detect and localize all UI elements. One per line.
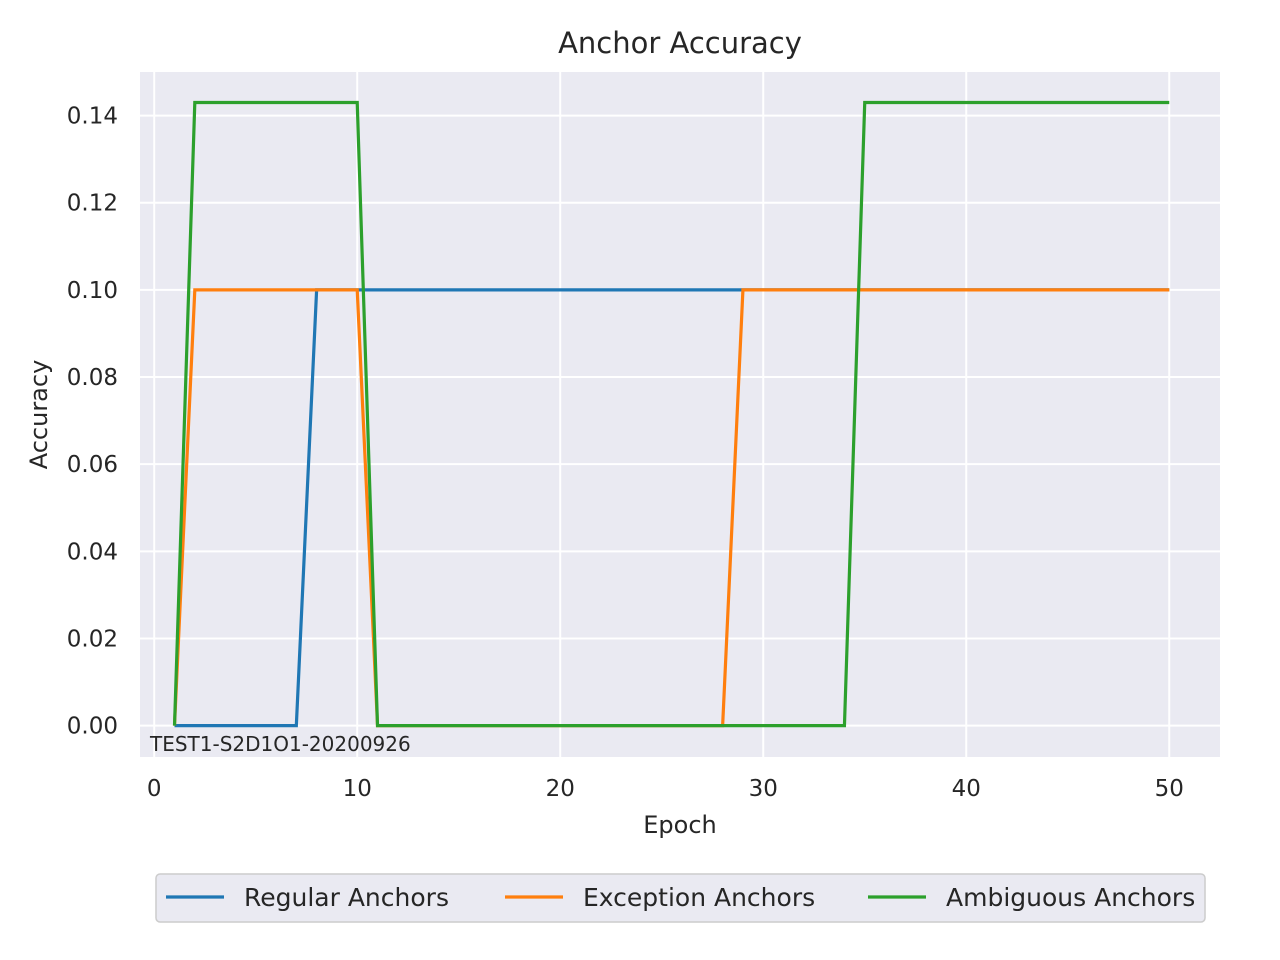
x-tick-label: 30 [749,776,778,802]
legend-label: Regular Anchors [244,883,449,912]
legend-label: Ambiguous Anchors [946,883,1195,912]
y-tick-label: 0.04 [67,539,118,565]
legend-label: Exception Anchors [583,883,815,912]
legend: Regular Anchors Exception Anchors Ambiguou… [155,873,1206,923]
y-axis-label: Accuracy [25,360,53,470]
x-tick-label: 20 [546,776,575,802]
y-tick-label: 0.02 [67,626,118,652]
y-tick-label: 0.06 [67,452,118,478]
x-tick-label: 10 [343,776,372,802]
y-tick-label: 0.10 [67,278,118,304]
legend-frame [155,873,1206,923]
x-tick-label: 50 [1155,776,1184,802]
series-line-ambiguous-anchors [172,100,1170,728]
y-tick-label: 0.14 [67,104,118,130]
y-tick-label: 0.08 [67,365,118,391]
x-tick-label: 0 [147,776,162,802]
plot-area [140,72,1220,757]
series-lines [172,100,1170,728]
y-tick-label: 0.00 [67,714,118,740]
grid-lines [140,72,1220,757]
run-id-annotation: TEST1-S2D1O1-20200926 [149,732,411,756]
x-tick-label: 40 [952,776,981,802]
chart-title: Anchor Accuracy [558,26,802,60]
tick-labels: 0 10 20 30 40 50 0.00 0.02 0.04 0.06 0.08 0.10 0.12 0… [67,104,1184,802]
x-axis-label: Epoch [643,811,717,839]
y-tick-label: 0.12 [67,191,118,217]
